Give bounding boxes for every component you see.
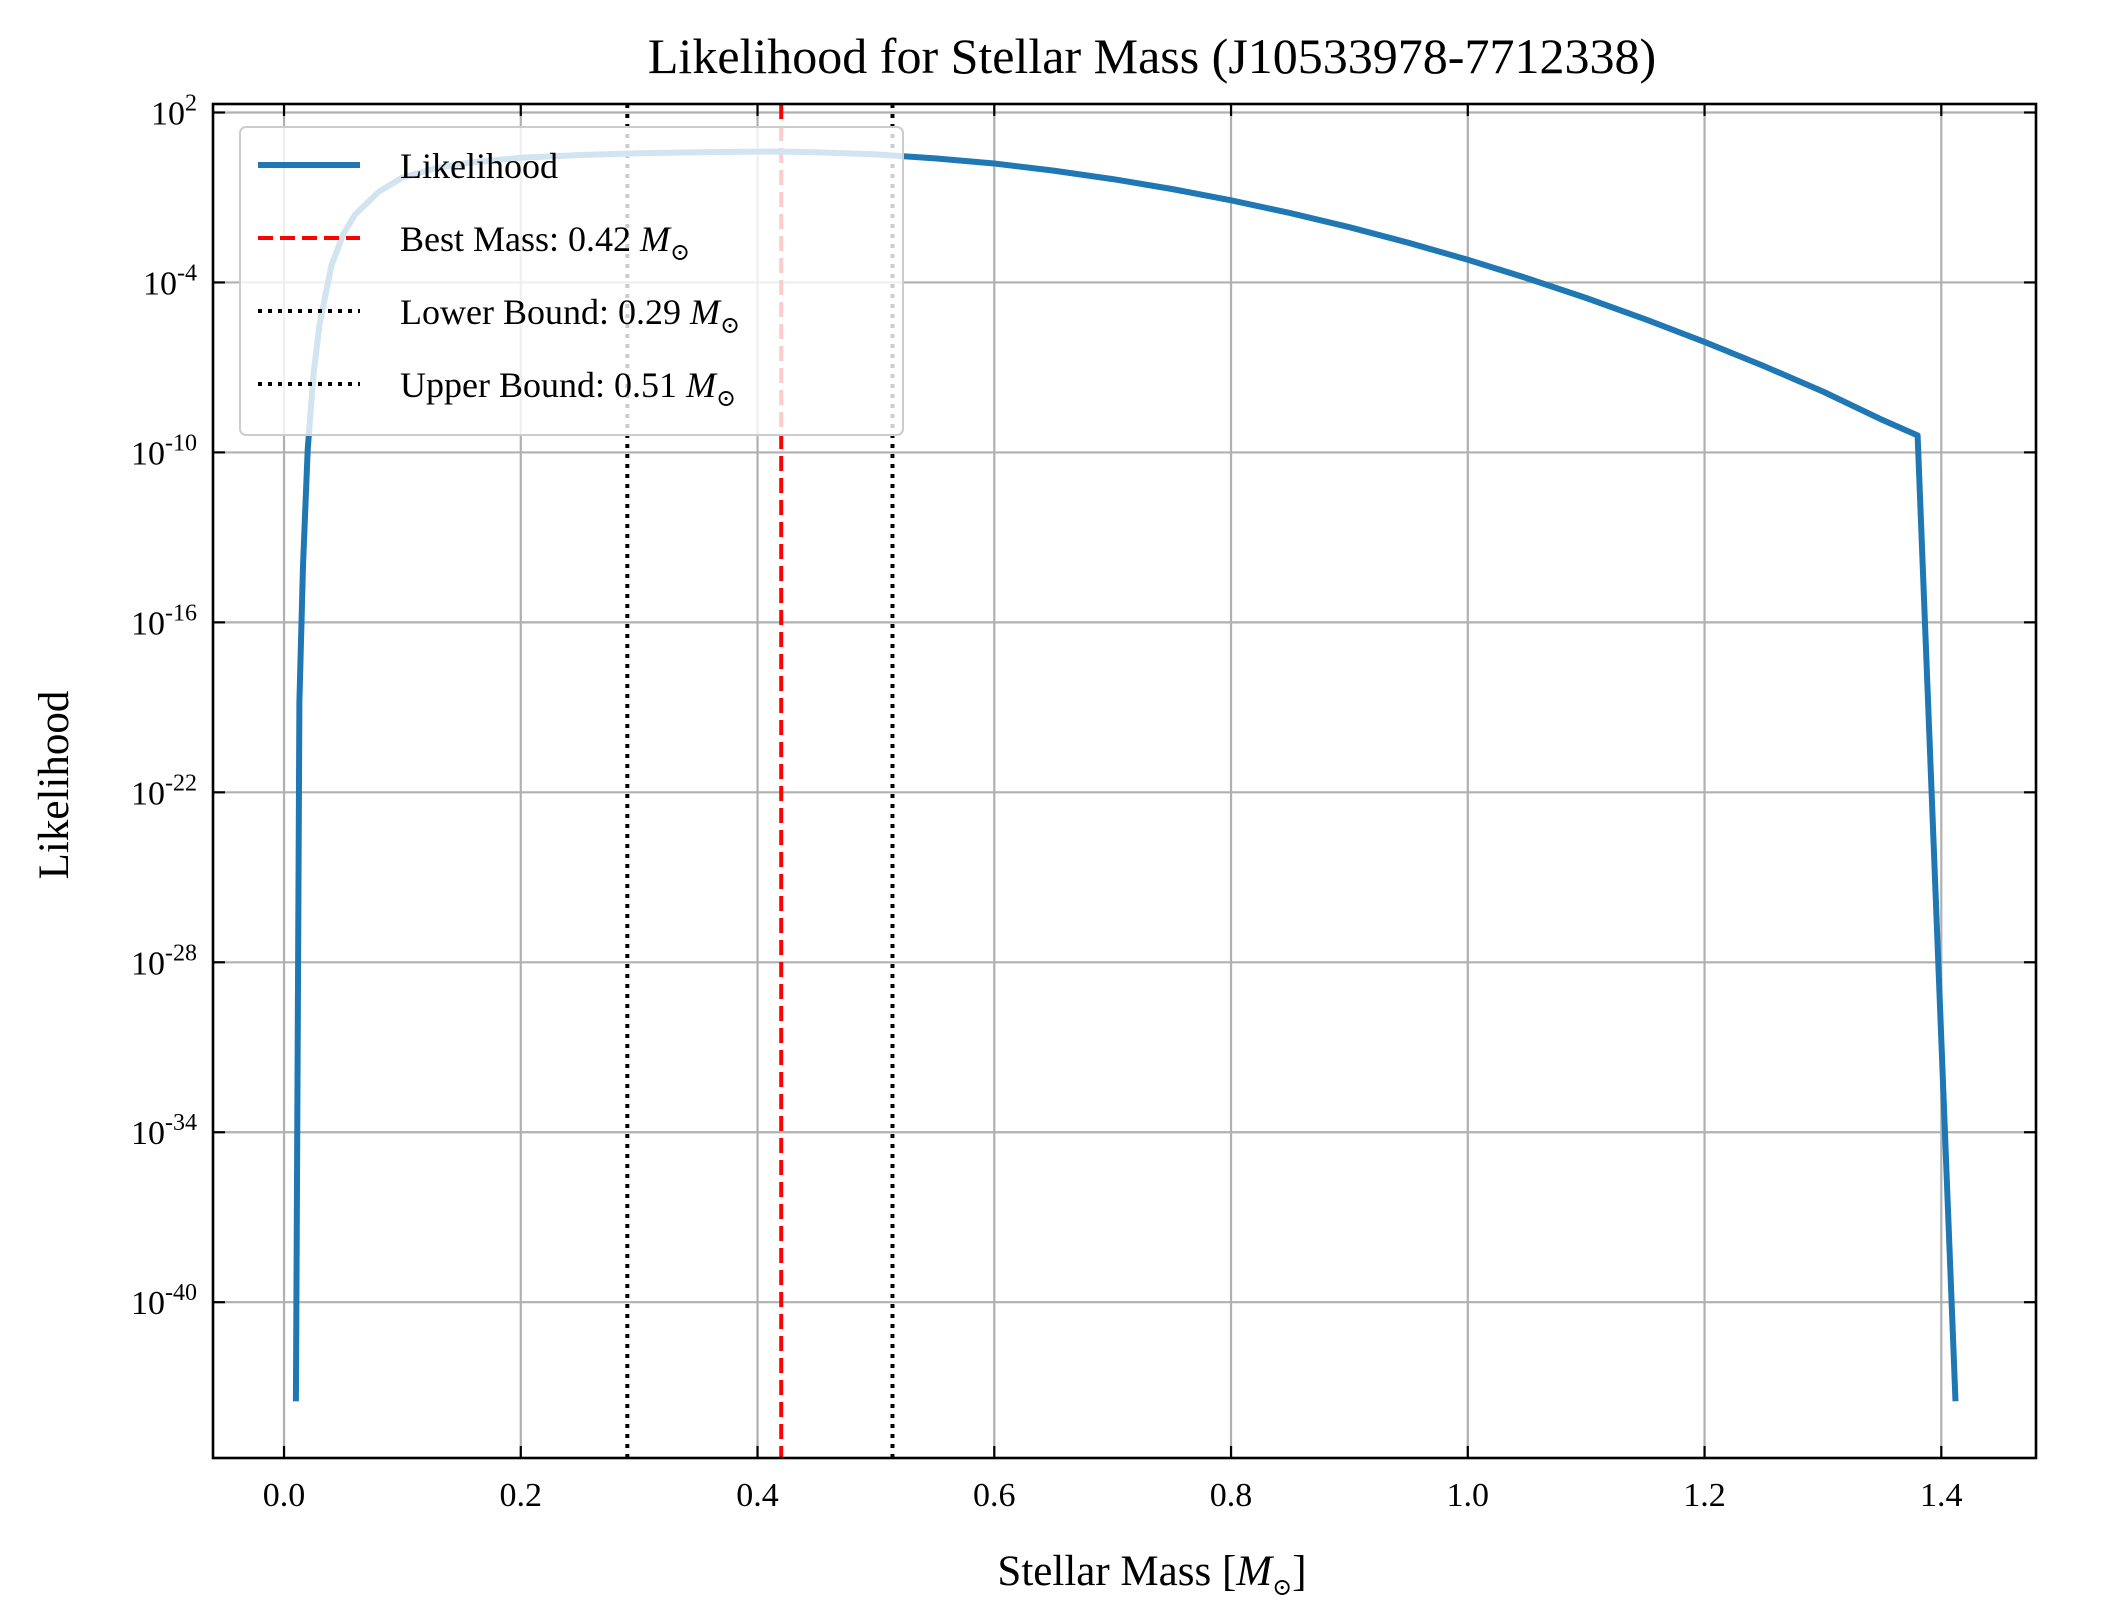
- y-tick-base: 10: [131, 1115, 165, 1152]
- legend-label-text: Upper Bound: 0.51: [400, 365, 686, 405]
- y-tick-base: 10: [131, 945, 165, 982]
- y-axis-label: Likelihood: [31, 691, 78, 880]
- y-tick-label: 10-22: [131, 770, 197, 812]
- x-tick-label: 0.4: [736, 1477, 779, 1514]
- y-tick-exponent: -40: [165, 1280, 197, 1306]
- x-tick-label: 0.6: [973, 1477, 1016, 1514]
- y-tick-exponent: -28: [165, 940, 197, 966]
- legend-unit: M: [685, 365, 718, 405]
- x-tick-label: 0.2: [500, 1477, 543, 1514]
- axes: 0.0 0.2 0.4 0.6 0.8 1.0 1.2 1.410210-410-1010-1…: [131, 90, 2038, 1514]
- legend-label-text: Likelihood: [400, 146, 558, 186]
- y-tick-exponent: -34: [165, 1110, 197, 1136]
- plot-frame: [211, 102, 2038, 1460]
- y-tick-exponent: -4: [177, 260, 197, 286]
- chart-title: Likelihood for Stellar Mass (J10533978-7…: [648, 28, 1656, 84]
- y-tick-label: 10-16: [131, 600, 197, 642]
- x-axis-unit-sub: ⊙: [1272, 1575, 1292, 1601]
- y-tick-exponent: -10: [165, 430, 197, 456]
- legend-label-0: Likelihood: [400, 146, 558, 186]
- legend-label-3: Upper Bound: 0.51 M⊙: [400, 365, 736, 412]
- y-tick-base: 10: [131, 775, 165, 812]
- legend-unit: M: [639, 219, 672, 259]
- y-tick-label: 10-34: [131, 1110, 197, 1152]
- legend-unit-sub: ⊙: [670, 240, 690, 266]
- legend-unit-sub: ⊙: [716, 386, 736, 412]
- x-axis-label-open: [: [1211, 1548, 1236, 1595]
- y-tick-exponent: -22: [165, 770, 197, 796]
- y-tick-base: 10: [131, 605, 165, 642]
- x-tick-label: 1.0: [1447, 1477, 1490, 1514]
- x-tick-label: 1.4: [1920, 1477, 1963, 1514]
- y-tick-label: 10-10: [131, 430, 197, 472]
- x-axis-unit: M: [1235, 1548, 1274, 1595]
- legend-unit: M: [689, 292, 722, 332]
- x-tick-label: 0.0: [263, 1477, 306, 1514]
- legend-label-2: Lower Bound: 0.29 M⊙: [400, 292, 740, 339]
- legend-label-1: Best Mass: 0.42 M⊙: [400, 219, 690, 266]
- x-tick-label: 1.2: [1683, 1477, 1726, 1514]
- legend-label-text: Best Mass: 0.42: [400, 219, 640, 259]
- x-axis-label-text: Stellar Mass: [997, 1548, 1211, 1595]
- y-tick-label: 10-40: [131, 1280, 197, 1322]
- y-tick-exponent: -16: [165, 600, 197, 626]
- y-tick-label: 102: [151, 90, 197, 132]
- x-axis-label: Stellar Mass [M⊙]: [997, 1548, 1306, 1601]
- y-tick-base: 10: [131, 435, 165, 472]
- y-tick-label: 10-4: [143, 260, 197, 302]
- x-axis-label-close: ]: [1292, 1548, 1306, 1595]
- legend-unit-sub: ⊙: [720, 313, 740, 339]
- y-tick-base: 10: [143, 265, 177, 302]
- x-tick-label: 0.8: [1210, 1477, 1253, 1514]
- y-tick-base: 10: [131, 1285, 165, 1322]
- legend-label-text: Lower Bound: 0.29: [400, 292, 690, 332]
- y-tick-exponent: 2: [185, 90, 197, 116]
- y-tick-base: 10: [151, 95, 185, 132]
- y-tick-label: 10-28: [131, 940, 197, 982]
- legend-box: [239, 126, 904, 436]
